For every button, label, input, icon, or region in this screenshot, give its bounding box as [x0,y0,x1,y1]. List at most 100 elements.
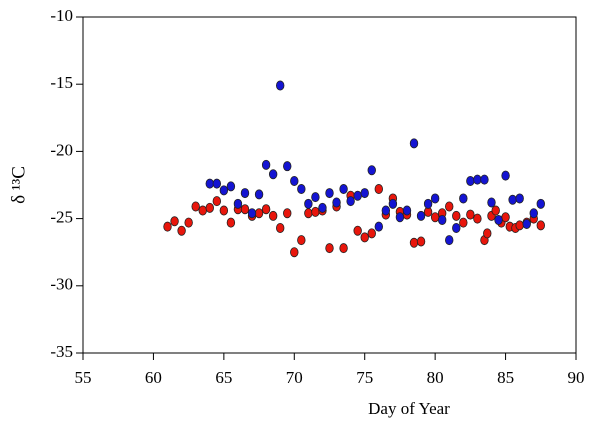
point [416,210,426,221]
plot-frame [82,16,577,354]
point [219,205,229,216]
x-tick-label: 70 [286,368,303,387]
point [240,188,250,199]
y-tick-label: -10 [50,6,73,25]
point [494,214,503,225]
point [501,212,510,223]
point [226,181,236,192]
point [430,212,440,223]
point [360,188,369,199]
point [480,174,489,185]
point [483,228,492,239]
point [283,161,292,172]
y-axis-label: δ ¹³C [8,166,29,204]
point [254,208,264,219]
point [226,217,236,228]
x-tick-label: 55 [75,368,92,387]
point [297,235,306,246]
point [452,223,461,234]
point [261,159,271,170]
point [437,214,447,225]
point [395,212,405,223]
point [212,178,222,189]
point [459,217,468,228]
point [311,192,320,203]
point [388,198,398,209]
point [346,196,355,207]
point [459,193,468,204]
y-tick-label: -30 [50,275,73,294]
point [170,216,179,227]
point [283,208,292,219]
point [374,184,383,195]
point [254,189,264,200]
point [304,208,313,219]
point [205,178,214,189]
point [416,236,426,247]
point [268,210,278,221]
point [491,205,500,216]
point [402,205,412,216]
point [353,190,362,201]
x-tick-label: 60 [145,368,162,387]
y-tick-label: -35 [50,342,73,361]
y-tick-label: -20 [50,140,73,159]
point [515,193,524,204]
x-tick-label: 65 [215,368,232,387]
point [184,217,193,228]
point [515,220,524,231]
point [276,223,285,234]
point [409,237,419,248]
point [353,225,362,236]
point [212,196,222,207]
point [261,204,271,215]
point [536,220,545,231]
point [311,206,320,217]
point [240,204,250,215]
x-tick-label: 80 [427,368,444,387]
x-tick-label: 90 [568,368,585,387]
point [276,80,285,91]
point [325,243,334,254]
point [219,185,229,196]
point [381,205,391,216]
y-tick-label: -25 [50,208,73,227]
point [360,232,369,243]
point [247,208,257,219]
point [374,221,383,232]
point [529,208,538,219]
point [318,202,327,213]
point [473,174,482,185]
x-axis-label: Day of Year [368,399,450,418]
point [205,202,214,213]
point [452,210,461,221]
point [325,188,334,199]
x-tick-label: 85 [497,368,514,387]
point [473,213,482,224]
point [339,243,348,254]
point [445,235,454,246]
point [163,221,172,232]
point [445,201,454,212]
point [367,165,376,176]
point [297,184,306,195]
point [367,228,376,239]
point [332,197,341,208]
point [290,175,299,186]
point [198,205,207,216]
x-tick-label: 75 [356,368,373,387]
point [177,225,186,236]
point [508,194,517,205]
point [304,198,313,209]
point [466,209,475,220]
point [430,193,440,204]
point [522,218,531,229]
point [536,198,545,209]
point [409,138,419,149]
point [423,198,433,209]
point [466,175,475,186]
point [487,197,496,208]
y-tick-label: -15 [50,73,73,92]
point [290,247,299,258]
